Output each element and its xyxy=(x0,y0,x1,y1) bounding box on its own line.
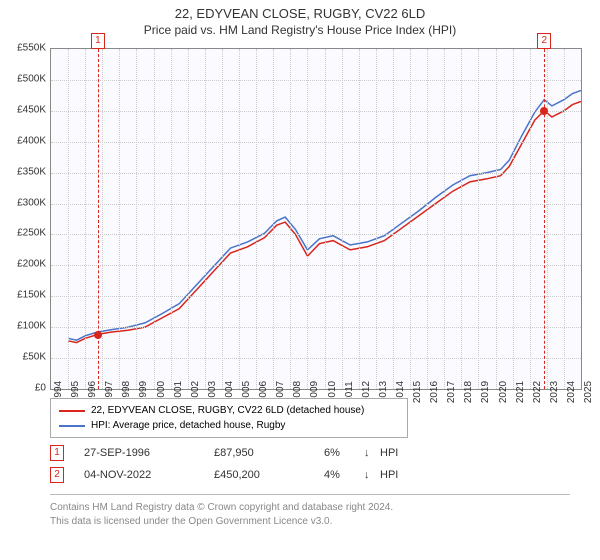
gridline-v xyxy=(154,49,155,389)
sale-marker-badge: 2 xyxy=(537,33,551,49)
y-axis-label: £100K xyxy=(6,321,46,332)
sale-row: 2 04-NOV-2022£450,2004%↓HPI xyxy=(50,464,570,486)
gridline-v xyxy=(102,49,103,389)
gridline-v xyxy=(68,49,69,389)
y-axis-label: £150K xyxy=(6,290,46,301)
gridline-h xyxy=(51,80,581,81)
sale-pct: 6% xyxy=(324,447,364,459)
gridline-v xyxy=(273,49,274,389)
gridline-v xyxy=(85,49,86,389)
gridline-v xyxy=(530,49,531,389)
gridline-v xyxy=(376,49,377,389)
y-axis-label: £50K xyxy=(6,352,46,363)
gridline-v xyxy=(119,49,120,389)
x-axis-label: 2023 xyxy=(549,381,560,403)
gridline-h xyxy=(51,358,581,359)
gridline-v xyxy=(547,49,548,389)
line-layer xyxy=(51,49,581,389)
y-axis-label: £400K xyxy=(6,135,46,146)
sale-hpi-label: HPI xyxy=(380,469,420,481)
gridline-v xyxy=(290,49,291,389)
gridline-h xyxy=(51,296,581,297)
x-axis-label: 2022 xyxy=(532,381,543,403)
gridline-v xyxy=(410,49,411,389)
x-axis-label: 2018 xyxy=(463,381,474,403)
x-axis-label: 2020 xyxy=(498,381,509,403)
gridline-h xyxy=(51,327,581,328)
gridline-h xyxy=(51,173,581,174)
gridline-v xyxy=(444,49,445,389)
x-axis-label: 2015 xyxy=(412,381,423,403)
legend-label: HPI: Average price, detached house, Rugb… xyxy=(91,418,285,433)
gridline-v xyxy=(222,49,223,389)
y-axis-label: £200K xyxy=(6,259,46,270)
gridline-v xyxy=(359,49,360,389)
gridline-v xyxy=(205,49,206,389)
gridline-v xyxy=(513,49,514,389)
gridline-v xyxy=(188,49,189,389)
gridline-v xyxy=(136,49,137,389)
legend-label: 22, EDYVEAN CLOSE, RUGBY, CV22 6LD (deta… xyxy=(91,403,364,418)
footer-line-1: Contains HM Land Registry data © Crown c… xyxy=(50,501,570,515)
gridline-v xyxy=(239,49,240,389)
legend-box: 22, EDYVEAN CLOSE, RUGBY, CV22 6LD (deta… xyxy=(50,398,408,438)
sale-marker-badge: 1 xyxy=(91,33,105,49)
chart-title: 22, EDYVEAN CLOSE, RUGBY, CV22 6LD xyxy=(0,0,600,21)
sale-point xyxy=(540,107,548,115)
x-axis-label: 2021 xyxy=(515,381,526,403)
legend-item: 22, EDYVEAN CLOSE, RUGBY, CV22 6LD (deta… xyxy=(59,403,399,418)
x-axis-label: 2017 xyxy=(446,381,457,403)
gridline-v xyxy=(564,49,565,389)
y-axis-label: £250K xyxy=(6,228,46,239)
gridline-v xyxy=(427,49,428,389)
x-axis-label: 2025 xyxy=(583,381,594,403)
chart-area: 12 £0£50K£100K£150K£200K£250K£300K£350K£… xyxy=(50,48,580,388)
arrow-down-icon: ↓ xyxy=(364,447,380,459)
legend-swatch xyxy=(59,425,85,427)
sales-table: 1 27-SEP-1996£87,9506%↓HPI 2 04-NOV-2022£45… xyxy=(50,442,570,486)
gridline-v xyxy=(307,49,308,389)
y-axis-label: £500K xyxy=(6,73,46,84)
gridline-v xyxy=(496,49,497,389)
gridline-v xyxy=(256,49,257,389)
gridline-v xyxy=(393,49,394,389)
sale-price: £87,950 xyxy=(214,447,324,459)
sale-hpi-label: HPI xyxy=(380,447,420,459)
sale-pct: 4% xyxy=(324,469,364,481)
footer-line-2: This data is licensed under the Open Gov… xyxy=(50,515,570,529)
plot-area: 12 xyxy=(50,48,582,390)
sale-date: 04-NOV-2022 xyxy=(84,469,214,481)
y-axis-label: £300K xyxy=(6,197,46,208)
gridline-h xyxy=(51,204,581,205)
y-axis-label: £350K xyxy=(6,166,46,177)
gridline-h xyxy=(51,142,581,143)
y-axis-label: £450K xyxy=(6,104,46,115)
sale-price: £450,200 xyxy=(214,469,324,481)
sale-point xyxy=(94,331,102,339)
gridline-v xyxy=(478,49,479,389)
gridline-h xyxy=(51,234,581,235)
gridline-v xyxy=(342,49,343,389)
gridline-h xyxy=(51,111,581,112)
arrow-down-icon: ↓ xyxy=(364,469,380,481)
footer-text: Contains HM Land Registry data © Crown c… xyxy=(50,494,570,528)
legend-swatch xyxy=(59,410,85,412)
sale-row-marker: 2 xyxy=(50,467,64,483)
sale-marker-line xyxy=(544,49,545,389)
sale-row-marker: 1 xyxy=(50,445,64,461)
x-axis-label: 2016 xyxy=(429,381,440,403)
y-axis-label: £550K xyxy=(6,43,46,54)
gridline-v xyxy=(461,49,462,389)
gridline-v xyxy=(171,49,172,389)
x-axis-label: 2024 xyxy=(566,381,577,403)
x-axis-label: 2019 xyxy=(480,381,491,403)
legend-item: HPI: Average price, detached house, Rugb… xyxy=(59,418,399,433)
gridline-v xyxy=(325,49,326,389)
gridline-h xyxy=(51,265,581,266)
y-axis-label: £0 xyxy=(6,383,46,394)
chart-container: 22, EDYVEAN CLOSE, RUGBY, CV22 6LD Price… xyxy=(0,0,600,560)
sale-row: 1 27-SEP-1996£87,9506%↓HPI xyxy=(50,442,570,464)
sale-date: 27-SEP-1996 xyxy=(84,447,214,459)
